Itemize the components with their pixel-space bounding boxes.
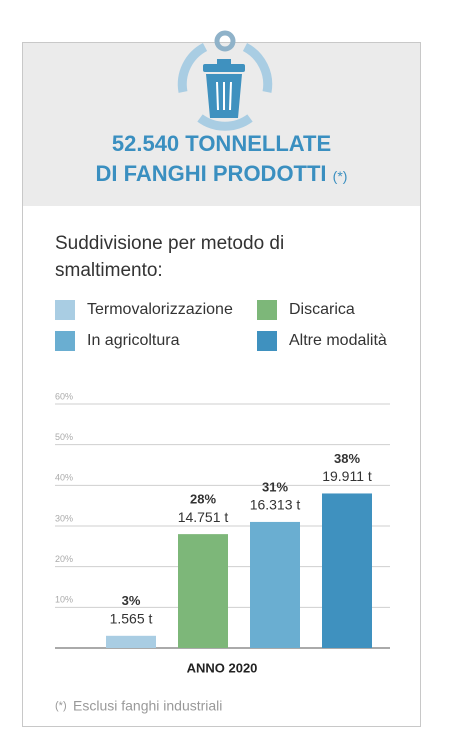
value-label: 31% [262, 479, 288, 494]
y-tick-label: 30% [55, 513, 73, 523]
bar [106, 635, 156, 648]
legend-swatch [55, 300, 75, 320]
bin-icon [203, 59, 245, 118]
y-tick-label: 10% [55, 595, 73, 605]
legend-label: Termovalorizzazione [87, 301, 233, 318]
title-text: DI FANGHI PRODOTTI [95, 161, 327, 186]
tonnage-label: 16.313 t [250, 497, 301, 513]
legend-swatch [55, 331, 75, 351]
legend-label: In agricoltura [87, 332, 180, 349]
legend-swatch [257, 331, 277, 351]
value-label: 38% [334, 451, 360, 466]
title-line: 52.540 TONNELLATE [111, 131, 332, 156]
bar [250, 521, 300, 648]
title-line: DI FANGHI PRODOTTI (*) [23, 161, 420, 187]
y-tick-label: 50% [55, 432, 73, 442]
icon [177, 30, 273, 131]
bar [178, 534, 228, 648]
subtitle: Suddivisione per metodo di smaltimento: [55, 233, 285, 281]
y-tick-label: 40% [55, 473, 73, 483]
legend-label: Discarica [289, 301, 355, 318]
legend-label: Altre modalità [289, 332, 387, 349]
footnote: Esclusi fanghi industriali [73, 698, 222, 714]
value-label: 28% [190, 492, 216, 507]
x-label: ANNO 2020 [187, 660, 258, 675]
tonnage-label: 19.911 t [322, 468, 372, 484]
y-tick-label: 60% [55, 391, 73, 401]
legend-swatch [257, 300, 277, 320]
tonnage-label: 1.565 t [110, 611, 153, 627]
footnote-mark: (*) [55, 700, 67, 712]
tonnage-label: 14.751 t [178, 509, 229, 525]
note-mark: (*) [332, 168, 348, 184]
value-label: 3% [122, 593, 141, 608]
bar [322, 493, 372, 648]
y-tick-label: 20% [55, 554, 73, 564]
